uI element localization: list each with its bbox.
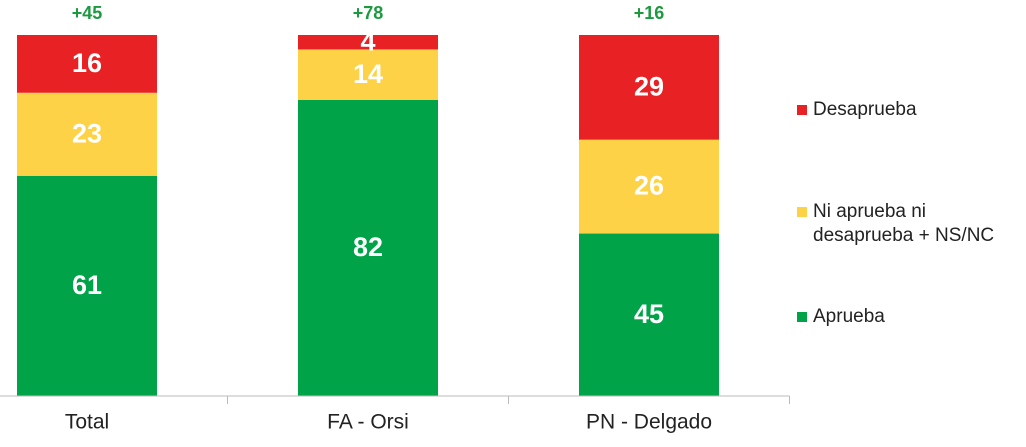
bar-segment (17, 92, 157, 176)
legend-label: Aprueba (813, 306, 885, 327)
x-tick-label: FA - Orsi (327, 411, 409, 434)
bar-segment (298, 49, 438, 100)
legend-item: Aprueba (797, 305, 1022, 329)
legend-label: Ni aprueba ni desaprueba + NS/NC (813, 201, 995, 246)
legend-label: Desaprueba (813, 99, 917, 120)
bar-segment (17, 175, 157, 396)
value-label: 16 (72, 48, 102, 78)
value-label: 23 (72, 118, 102, 148)
bar-segment (579, 139, 719, 234)
bar-segment (298, 35, 438, 50)
value-label: 45 (634, 299, 664, 329)
bar-segment (17, 35, 157, 93)
value-label: 14 (353, 59, 383, 89)
legend-swatch (797, 105, 807, 115)
value-label: 4 (360, 26, 375, 56)
legend-swatch (797, 207, 807, 217)
legend-item: Desaprueba (797, 98, 1022, 122)
x-tick-label: Total (65, 411, 109, 434)
legend-item: Ni aprueba ni desaprueba + NS/NC (797, 200, 1022, 248)
value-label: 61 (72, 270, 102, 300)
bar-segment (579, 35, 719, 140)
bar-segment (298, 99, 438, 396)
value-label: 29 (634, 71, 664, 101)
x-tick-label: PN - Delgado (586, 411, 712, 434)
net-annotation: +16 (634, 3, 665, 23)
net-annotation: +45 (72, 3, 103, 23)
net-annotation: +78 (353, 3, 384, 23)
value-label: 82 (353, 232, 383, 262)
legend-swatch (797, 312, 807, 322)
bar-segment (579, 233, 719, 396)
value-label: 26 (634, 171, 664, 201)
